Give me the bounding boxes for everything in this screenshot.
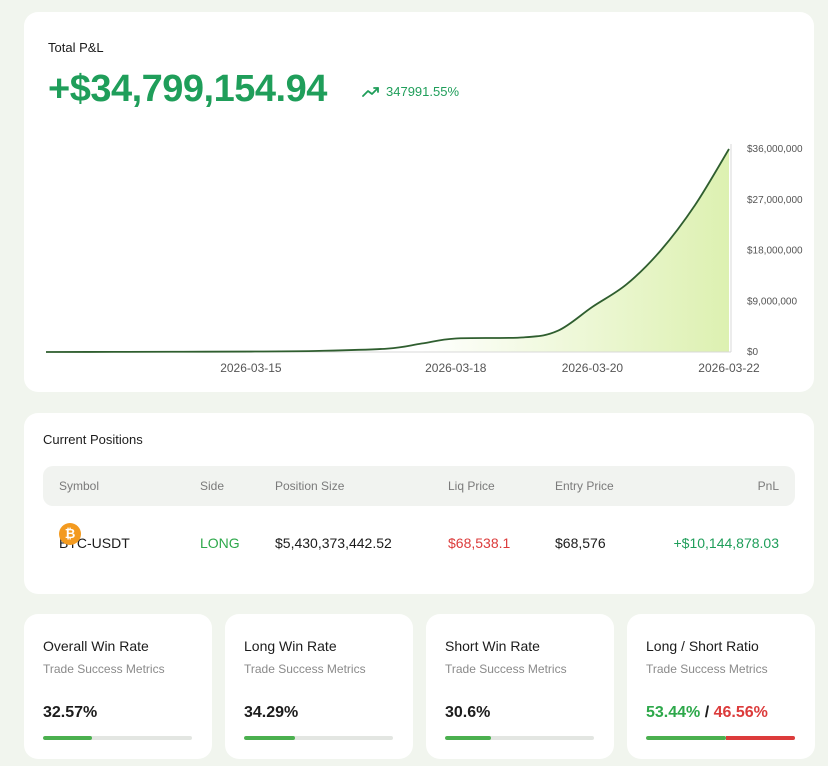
x-tick-label: 2026-03-15 bbox=[220, 361, 282, 375]
y-tick-label: $9,000,000 bbox=[747, 296, 797, 307]
x-tick-label: 2026-03-22 bbox=[698, 361, 760, 375]
position-symbol: ₿ BTC-USDT bbox=[59, 523, 130, 563]
column-header-pnl: PnL bbox=[757, 479, 779, 493]
stat-value: 30.6% bbox=[445, 704, 491, 721]
stat-progress-bar bbox=[43, 736, 192, 740]
long-short-ratio-card: Long / Short Ratio Trade Success Metrics… bbox=[627, 614, 815, 759]
stat-subtitle: Trade Success Metrics bbox=[445, 662, 567, 676]
pnl-card: $0 $9,000,000 $18,000,000 $27,000,000 $36,00… bbox=[24, 12, 814, 392]
position-pnl: +$10,144,878.03 bbox=[673, 535, 780, 551]
long-ratio-value: 53.44% bbox=[646, 704, 701, 721]
column-header-liq-price: Liq Price bbox=[448, 479, 495, 493]
x-tick-label: 2026-03-18 bbox=[425, 361, 487, 375]
ratio-progress-bar bbox=[646, 736, 795, 740]
position-entry-price: $68,576 bbox=[555, 535, 606, 551]
stat-subtitle: Trade Success Metrics bbox=[43, 662, 165, 676]
positions-title: Current Positions bbox=[43, 432, 143, 447]
stat-progress-fill bbox=[43, 736, 92, 740]
column-header-position-size: Position Size bbox=[275, 479, 345, 493]
pnl-value: +$34,799,154.94 bbox=[48, 68, 327, 110]
overall-win-rate-card: Overall Win Rate Trade Success Metrics 3… bbox=[24, 614, 212, 759]
trending-up-icon bbox=[362, 86, 379, 97]
pnl-title: Total P&L bbox=[48, 40, 104, 55]
position-side: LONG bbox=[200, 535, 240, 551]
stat-progress-bar bbox=[445, 736, 594, 740]
ratio-separator: / bbox=[704, 704, 710, 721]
stat-title: Long Win Rate bbox=[244, 638, 337, 654]
positions-table-header: Symbol Side Position Size Liq Price Entr… bbox=[43, 466, 795, 506]
short-ratio-value: 46.56% bbox=[713, 704, 768, 721]
stat-progress-fill bbox=[244, 736, 296, 740]
table-row[interactable]: ₿ BTC-USDT LONG $5,430,373,442.52 $68,53… bbox=[43, 523, 795, 563]
pnl-change-percent: 347991.55% bbox=[386, 84, 460, 99]
stat-value: 53.44% / 46.56% bbox=[646, 704, 768, 722]
stat-subtitle: Trade Success Metrics bbox=[244, 662, 366, 676]
y-tick-label: $36,000,000 bbox=[747, 144, 803, 155]
pnl-change: 347991.55% bbox=[362, 84, 459, 99]
positions-card: Current Positions Symbol Side Position S… bbox=[24, 413, 814, 594]
position-liq-price: $68,538.1 bbox=[448, 535, 511, 551]
column-header-symbol: Symbol bbox=[59, 479, 100, 493]
stat-title: Long / Short Ratio bbox=[646, 638, 759, 654]
stat-title: Overall Win Rate bbox=[43, 638, 149, 654]
stat-value: 34.29% bbox=[244, 704, 299, 721]
chart-series-line bbox=[45, 148, 730, 353]
bitcoin-icon: ₿ bbox=[59, 523, 81, 545]
stat-value: 32.57% bbox=[43, 704, 98, 721]
stat-title: Short Win Rate bbox=[445, 638, 540, 654]
y-tick-label: $27,000,000 bbox=[747, 195, 803, 206]
long-ratio-fill bbox=[646, 736, 726, 740]
short-ratio-fill bbox=[725, 736, 795, 740]
pnl-chart: $0 $9,000,000 $18,000,000 $27,000,000 $36,00… bbox=[45, 144, 803, 375]
y-tick-label: $18,000,000 bbox=[747, 246, 803, 257]
stat-progress-bar bbox=[244, 736, 393, 740]
stat-progress-fill bbox=[445, 736, 491, 740]
x-tick-label: 2026-03-20 bbox=[562, 361, 624, 375]
y-tick-label: $0 bbox=[747, 347, 759, 358]
chart-area-fill bbox=[46, 149, 729, 352]
stat-subtitle: Trade Success Metrics bbox=[646, 662, 768, 676]
long-win-rate-card: Long Win Rate Trade Success Metrics 34.2… bbox=[225, 614, 413, 759]
short-win-rate-card: Short Win Rate Trade Success Metrics 30.… bbox=[426, 614, 614, 759]
position-size: $5,430,373,442.52 bbox=[275, 535, 392, 551]
column-header-entry-price: Entry Price bbox=[555, 479, 614, 493]
column-header-side: Side bbox=[200, 479, 225, 493]
